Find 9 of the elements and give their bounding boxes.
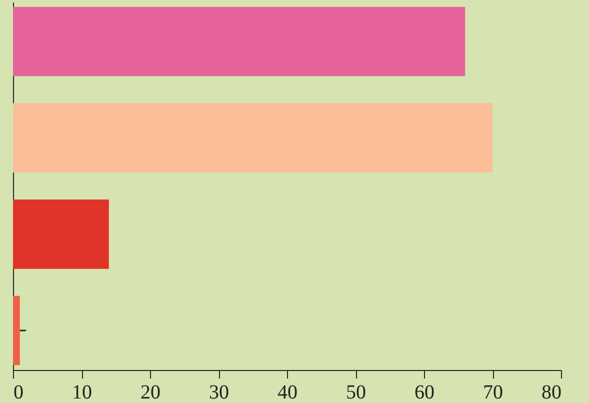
x-tick-label: 40 [278, 382, 298, 403]
x-tick-label: 0 [14, 382, 24, 403]
x-tick-label: 60 [414, 382, 434, 403]
x-tick-label: 80 [542, 382, 562, 403]
x-tick-label: 10 [72, 382, 92, 403]
x-tick-label: 30 [209, 382, 229, 403]
x-tick-label: 20 [140, 382, 160, 403]
x-tick-label: 70 [483, 382, 503, 403]
x-tick-label: 50 [346, 382, 366, 403]
